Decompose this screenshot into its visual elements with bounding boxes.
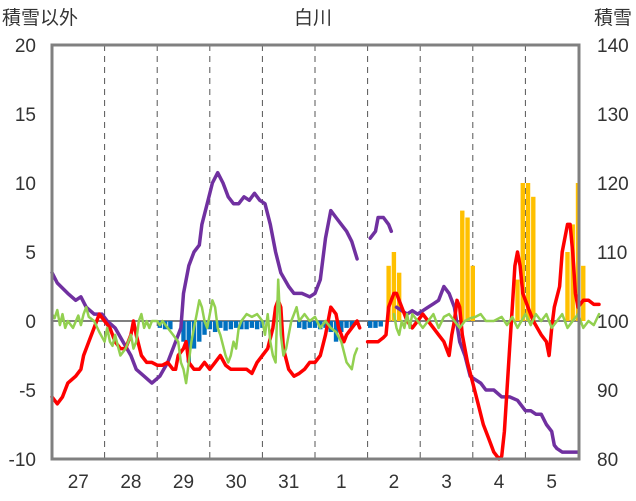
line-series: [50, 170, 601, 461]
x-tick-label: 27: [68, 472, 89, 493]
right-tick-label: 130: [597, 105, 629, 126]
orange_bars-bar-3: [460, 210, 465, 321]
left-tick-label: 10: [15, 174, 36, 195]
plot-frame: [50, 43, 581, 461]
left-tick-label: 0: [25, 312, 36, 333]
blue_bars-bar-21: [307, 321, 312, 328]
orange_bars-bar-0: [386, 265, 391, 321]
blue_bars-bar-22: [312, 321, 318, 328]
blue_bars-bar-30: [368, 321, 373, 328]
x-tick-label: 3: [441, 472, 452, 493]
orange_bars-bar-9: [531, 196, 536, 321]
orange_bars-bar-5: [470, 265, 475, 321]
blue_bars-bar-28: [344, 321, 349, 328]
left-axis-label: 積雪以外: [2, 7, 78, 29]
blue_bars-bar-15: [244, 321, 249, 330]
blue_bars-bar-24: [323, 321, 328, 328]
x-tick-label: 2: [389, 472, 400, 493]
x-tick-labels: 27 28 29 30 31 1 2 3 4 5: [68, 472, 557, 493]
x-tick-label: 4: [494, 472, 505, 493]
blue_bars-bar-9: [212, 321, 218, 333]
right-tick-labels: 140 130 120 110 100 90 80: [597, 36, 629, 471]
left-tick-label: -10: [9, 450, 36, 471]
blue_bars-bar-27: [339, 321, 344, 333]
x-tick-label: 31: [278, 472, 299, 493]
right-tick-label: 110: [597, 243, 627, 264]
right-tick-label: 80: [597, 450, 618, 471]
blue_bars-bar-31: [373, 321, 378, 328]
orange_bars-bar-8: [525, 183, 531, 321]
blue_bars-bar-2: [168, 321, 173, 330]
left-tick-label: 20: [15, 36, 36, 57]
orange_bars-bar-13: [581, 265, 586, 321]
blue_bars-bar-10: [218, 321, 223, 328]
x-tick-label: 28: [120, 472, 141, 493]
blue_bars-bar-29: [349, 321, 355, 328]
orange_bars-bar-10: [565, 252, 570, 321]
x-tick-label: 29: [173, 472, 194, 493]
blue_bars-bar-17: [254, 321, 260, 330]
blue_bars-bar-4: [186, 321, 191, 363]
blue_bars-bar-16: [249, 321, 255, 328]
x-tick-label: 1: [336, 472, 347, 493]
blue_bars-bar-12: [228, 321, 234, 330]
blue_bars-bar-32: [378, 321, 383, 327]
right-tick-label: 100: [597, 312, 629, 333]
x-tick-label: 5: [546, 472, 557, 493]
blue_bars-bar-7: [202, 321, 207, 335]
snow_depth-line: [50, 170, 580, 454]
x-tick-label: 30: [226, 472, 247, 493]
blue_bars-bar-3: [181, 321, 186, 342]
blue_bars-bar-13: [233, 321, 239, 328]
left-tick-labels: 20 15 10 5 0 -5 -10: [9, 36, 36, 471]
right-axis-label: 積雪: [594, 7, 632, 29]
left-tick-label: 15: [15, 105, 36, 126]
blue_bars-bar-14: [239, 321, 244, 330]
left-tick-label: 5: [25, 243, 36, 264]
blue_bars-bar-5: [191, 321, 197, 349]
orange_bars-bar-7: [520, 183, 525, 321]
blue_bars-bar-19: [297, 321, 302, 328]
green_series-line: [50, 278, 601, 385]
right-tick-label: 90: [597, 381, 618, 402]
blue_bars-bar-6: [197, 321, 202, 342]
orange_bars-bar-6: [515, 279, 520, 321]
right-tick-label: 140: [597, 36, 629, 57]
red_series-line: [50, 222, 601, 461]
orange_bars-bar-4: [465, 217, 470, 321]
blue_bars-bar-20: [302, 321, 307, 330]
chart-title: 白川: [294, 7, 332, 29]
right-tick-label: 120: [597, 174, 629, 195]
orange_bars-bar-1: [391, 252, 397, 321]
left-tick-label: -5: [19, 381, 36, 402]
blue_bars-bar-8: [207, 321, 212, 330]
blue_bars-bar-11: [223, 321, 228, 331]
